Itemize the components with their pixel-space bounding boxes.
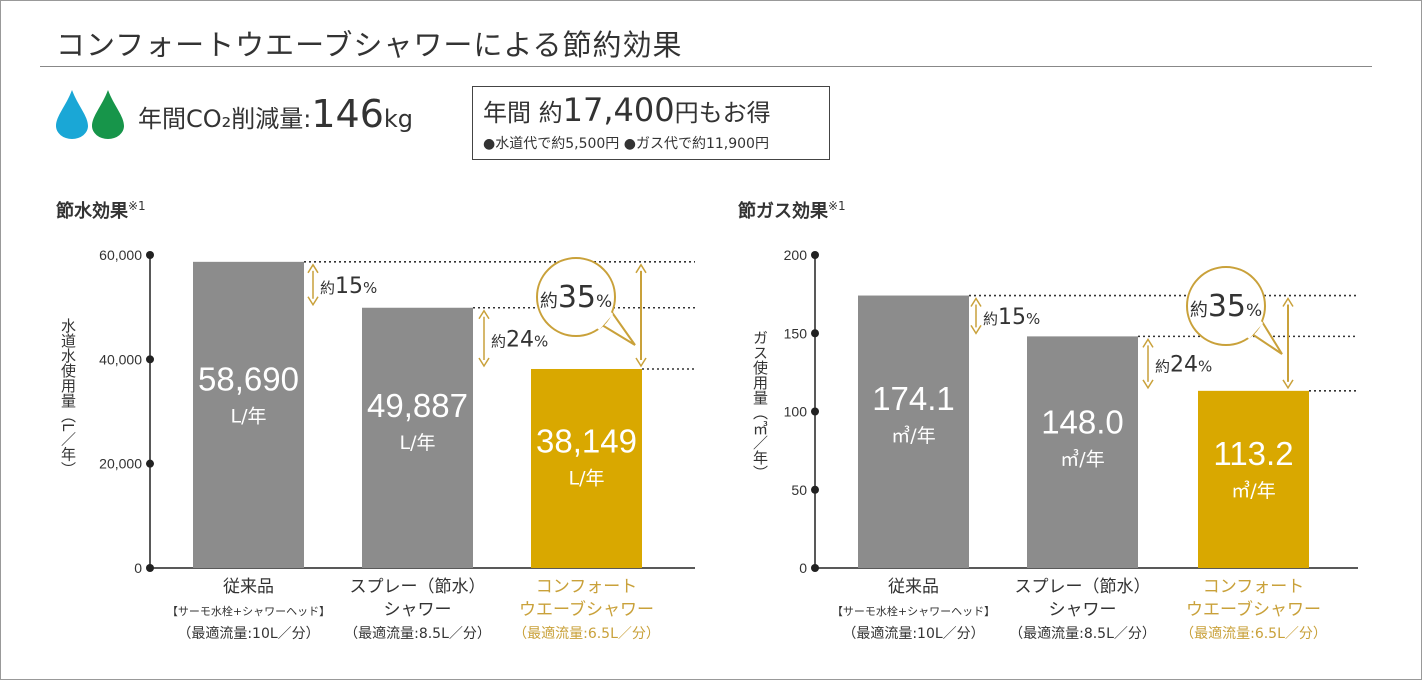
water-arrow-heads — [478, 309, 490, 368]
co2-value: 146 — [311, 92, 384, 136]
water-bar — [362, 307, 473, 568]
gas-y-tick — [811, 485, 819, 494]
gas-bar — [1198, 390, 1309, 568]
water-y-tick-label: 40,000 — [99, 351, 142, 367]
water-unit-label: L/年 — [400, 432, 436, 454]
water-bar — [193, 261, 304, 568]
gas-y-tick — [811, 251, 819, 259]
gas-chart-note: ※1 — [828, 199, 846, 213]
water-category-label: ウエーブシャワー — [519, 599, 654, 620]
water-unit-label: L/年 — [231, 405, 267, 427]
gas-unit-label: ㎥/年 — [1231, 480, 1275, 502]
water-unit-label: L/年 — [569, 468, 605, 490]
water-bubble-join — [596, 312, 614, 330]
water-y-tick-label: 60,000 — [99, 247, 142, 263]
water-y-tick-label: 20,000 — [99, 456, 142, 472]
water-category-label: （最適流量:8.5L／分） — [344, 625, 491, 642]
gas-y-tick-label: 150 — [784, 325, 808, 341]
gas-data-label: 148.0 — [1041, 404, 1124, 441]
gas-bar — [1027, 336, 1138, 568]
water-y-tick — [146, 355, 154, 364]
water-drop-icon — [56, 90, 88, 139]
water-y-tick-label: 0 — [134, 560, 142, 576]
water-data-label: 38,149 — [536, 423, 637, 460]
water-arrow-heads — [635, 263, 647, 368]
water-chart-title: 節水効果※1 — [56, 197, 146, 223]
water-bar — [531, 368, 642, 568]
gas-category-label: スプレー（節水） — [1015, 577, 1151, 597]
water-y-tick — [146, 564, 154, 572]
co2-reduction: 年間CO₂削減量:146kg — [138, 92, 413, 136]
gas-category-label: ウエーブシャワー — [1186, 599, 1321, 620]
water-data-label: 58,690 — [198, 360, 299, 397]
gas-y-tick-label: 200 — [784, 247, 808, 263]
gas-category-label: （最適流量:6.5L／分） — [1180, 625, 1327, 642]
water-category-label: シャワー — [384, 600, 452, 620]
co2-unit: kg — [383, 105, 414, 133]
water-data-label: 49,887 — [367, 387, 468, 424]
gas-percent-label: 約24% — [1155, 353, 1212, 378]
gas-category-label: （最適流量:8.5L／分） — [1009, 625, 1156, 642]
gas-y-tick-label: 100 — [784, 404, 808, 420]
gas-bar — [858, 295, 969, 568]
water-y-tick — [146, 251, 154, 259]
water-chart-note: ※1 — [128, 199, 146, 213]
water-category-label: 【サーモ水栓+シャワーヘッド】 — [167, 604, 330, 618]
savings-prefix: 年間 約 — [483, 99, 563, 127]
water-percent-label: 約24% — [491, 327, 548, 352]
water-category-label: コンフォート — [536, 577, 638, 597]
gas-y-tick — [811, 407, 819, 416]
gas-bubble-join — [1246, 321, 1264, 339]
gas-y-tick — [811, 329, 819, 338]
gas-arrow-heads — [970, 297, 982, 335]
gas-bubble — [1186, 266, 1266, 346]
gas-category-label: 【サーモ水栓+シャワーヘッド】 — [832, 604, 995, 618]
water-bubble — [536, 257, 616, 337]
gas-arrow-heads — [1282, 297, 1294, 390]
savings-box: 年間 約17,400円もお得 ●水道代で約5,500円 ●ガス代で約11,900… — [472, 86, 830, 160]
green-drop-icon — [92, 90, 124, 139]
water-bubble-tail — [601, 310, 636, 346]
gas-chart-title: 節ガス効果※1 — [738, 197, 846, 223]
gas-category-label: 従来品 — [888, 577, 939, 597]
gas-unit-label: ㎥/年 — [891, 425, 935, 447]
savings-detail: ●水道代で約5,500円 ●ガス代で約11,900円 — [483, 136, 769, 152]
gas-category-label: コンフォート — [1203, 577, 1305, 597]
gas-y-tick-label: 50 — [791, 482, 807, 498]
gas-y-tick-label: 0 — [799, 560, 807, 576]
page-title: コンフォートウエーブシャワーによる節約効果 — [56, 28, 683, 62]
gas-category-label: （最適流量:10L／分） — [842, 625, 984, 642]
water-bubble-label: 約35% — [540, 280, 612, 315]
co2-label: 年間CO₂削減量: — [138, 105, 312, 133]
water-y-axis-label: 水道水使用量（L／年） — [59, 318, 77, 477]
savings-suffix: 円もお得 — [674, 99, 771, 127]
savings-value: 17,400 — [562, 91, 675, 129]
gas-percent-label: 約15% — [983, 305, 1040, 330]
gas-bubble-tail — [1251, 319, 1283, 355]
gas-unit-label: ㎥/年 — [1060, 449, 1104, 471]
gas-y-axis-label: ガス使用量（㎥／年） — [751, 330, 769, 480]
water-y-tick — [146, 459, 154, 468]
gas-chart-title-text: 節ガス効果 — [738, 201, 828, 222]
gas-category-label: シャワー — [1049, 600, 1117, 620]
water-category-label: 従来品 — [223, 577, 274, 597]
water-arrow-heads — [307, 263, 319, 307]
title-rule — [40, 66, 1372, 67]
gas-y-tick — [811, 564, 819, 572]
gas-arrow-heads — [1142, 337, 1154, 390]
water-category-label: （最適流量:10L／分） — [177, 625, 319, 642]
gas-data-label: 174.1 — [872, 380, 955, 417]
water-percent-label: 約15% — [320, 274, 377, 299]
water-category-label: スプレー（節水） — [350, 577, 486, 597]
water-category-label: （最適流量:6.5L／分） — [513, 625, 660, 642]
water-chart-title-text: 節水効果 — [56, 201, 128, 222]
gas-bubble-label: 約35% — [1190, 289, 1262, 324]
gas-data-label: 113.2 — [1213, 435, 1293, 472]
